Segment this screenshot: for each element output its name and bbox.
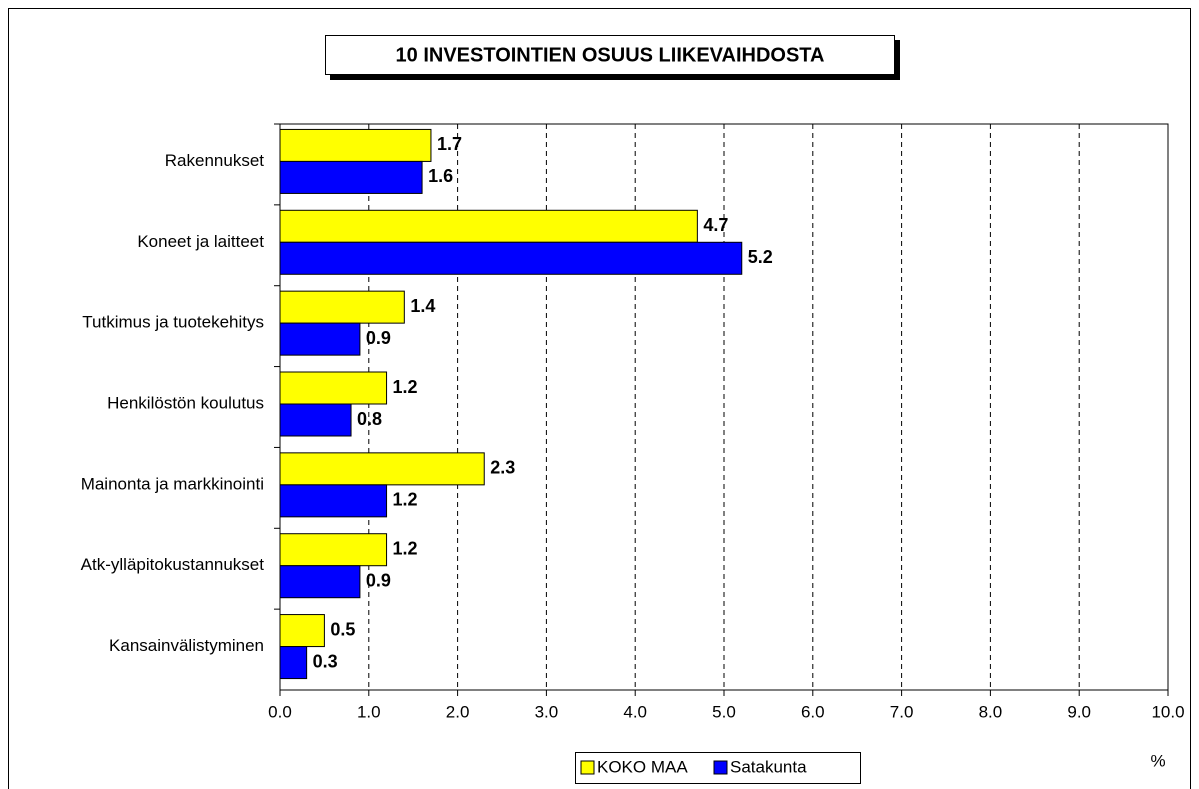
x-tick-label: 4.0 — [623, 702, 647, 721]
y-tick-label: Henkilöstön koulutus — [107, 393, 264, 412]
legend-swatch — [713, 760, 728, 775]
chart-title: 10 INVESTOINTIEN OSUUS LIIKEVAIHDOSTA — [396, 44, 825, 66]
x-tick-label: 3.0 — [535, 702, 559, 721]
x-tick-label: 2.0 — [446, 702, 470, 721]
value-label: 1.6 — [428, 166, 453, 186]
bar — [279, 565, 361, 599]
y-tick-label: Mainonta ja markkinointi — [81, 474, 264, 493]
value-label: 0.9 — [366, 570, 391, 590]
chart-frame — [8, 8, 1191, 789]
bar — [279, 160, 423, 194]
bar — [279, 484, 388, 518]
bar — [279, 290, 405, 324]
value-label: 1.2 — [393, 490, 418, 510]
bar — [279, 403, 352, 437]
value-label: 0.3 — [313, 651, 338, 671]
value-label: 1.2 — [393, 538, 418, 558]
title-box — [325, 35, 895, 75]
x-tick-label: 8.0 — [979, 702, 1003, 721]
value-label: 5.2 — [748, 247, 773, 267]
x-tick-label: 5.0 — [712, 702, 736, 721]
bar — [279, 614, 325, 648]
value-label: 0.5 — [330, 619, 355, 639]
value-label: 1.7 — [437, 134, 462, 154]
value-label: 1.2 — [393, 377, 418, 397]
value-label: 2.3 — [490, 458, 515, 478]
y-tick-label: Tutkimus ja tuotekehitys — [82, 313, 264, 332]
y-tick-label: Kansainvälistyminen — [109, 636, 264, 655]
y-tick-label: Koneet ja laitteet — [137, 232, 264, 251]
bar — [279, 452, 485, 486]
value-label: 1.4 — [410, 296, 435, 316]
bar — [279, 371, 388, 405]
bar — [279, 241, 743, 275]
x-tick-label: 9.0 — [1067, 702, 1091, 721]
legend-label: Satakunta — [730, 757, 807, 776]
value-label: 4.7 — [703, 215, 728, 235]
x-tick-label: 0.0 — [268, 702, 292, 721]
legend-label: KOKO MAA — [597, 757, 688, 776]
bar — [279, 128, 432, 162]
bar — [279, 322, 361, 356]
x-tick-label: 10.0 — [1151, 702, 1184, 721]
bar — [279, 209, 698, 243]
bar — [279, 646, 308, 680]
legend-swatch — [580, 760, 595, 775]
bar — [279, 533, 388, 567]
value-label: 0.8 — [357, 409, 382, 429]
x-axis-label: % — [1150, 751, 1165, 770]
x-tick-label: 7.0 — [890, 702, 914, 721]
x-tick-label: 1.0 — [357, 702, 381, 721]
x-tick-label: 6.0 — [801, 702, 825, 721]
value-label: 0.9 — [366, 328, 391, 348]
y-tick-label: Rakennukset — [165, 151, 265, 170]
y-tick-label: Atk-ylläpitokustannukset — [81, 555, 265, 574]
